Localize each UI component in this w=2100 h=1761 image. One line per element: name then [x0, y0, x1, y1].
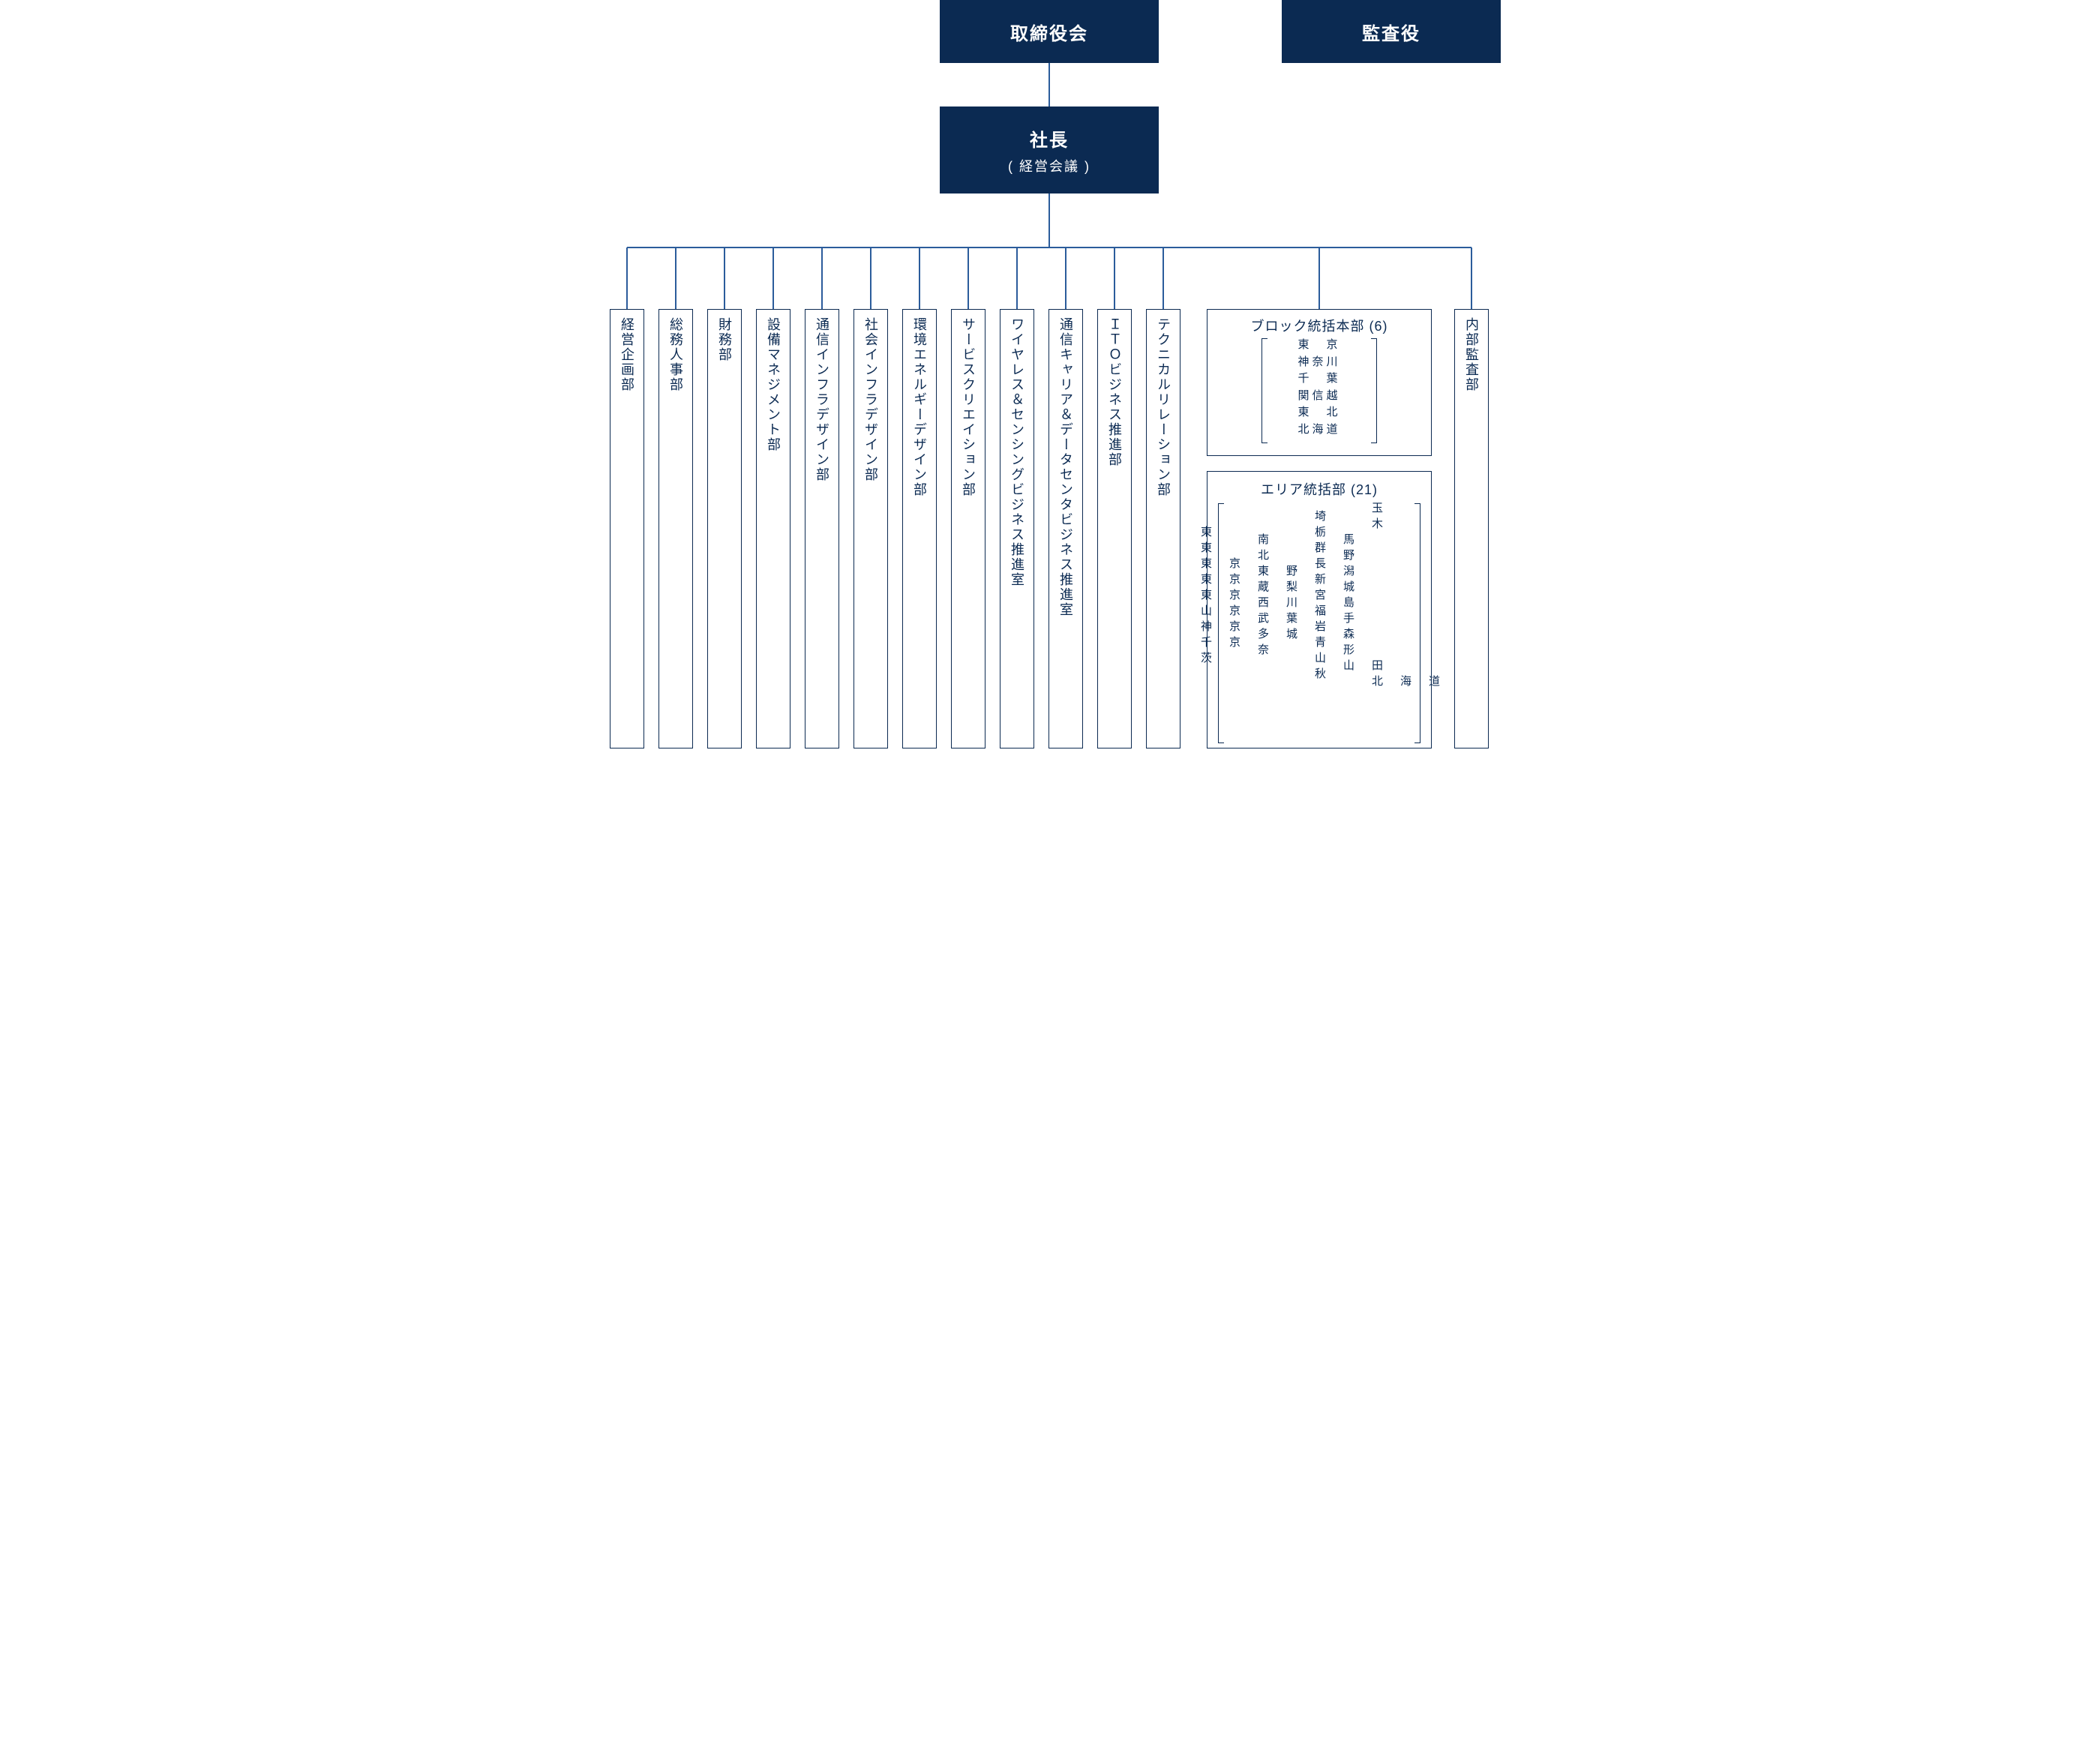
node-department: 通信キャリア＆データセンタビジネス推進室 — [1048, 309, 1083, 748]
department-label: 財務部 — [715, 310, 734, 362]
area-column: 道 — [1424, 502, 1442, 691]
node-label: 取締役会 — [1010, 19, 1088, 45]
node-department: 設備マネジメント部 — [756, 309, 790, 748]
node-department: 財務部 — [707, 309, 742, 748]
department-label: 総務人事部 — [666, 310, 686, 392]
area-column: 南北東蔵西武多奈 — [1253, 502, 1271, 691]
node-department: テクニカルリレーション部 — [1146, 309, 1180, 748]
bracket-left-icon — [1218, 503, 1224, 743]
department-label: テクニカルリレーション部 — [1154, 310, 1173, 497]
bracket-right-icon — [1414, 503, 1420, 743]
node-department: ＩＴＯビジネス推進部 — [1097, 309, 1132, 748]
node-department: 社会インフラデザイン部 — [854, 309, 888, 748]
department-label: 経営企画部 — [617, 310, 637, 392]
department-label: 通信キャリア＆データセンタビジネス推進室 — [1056, 310, 1076, 617]
node-department: 経営企画部 — [610, 309, 644, 748]
org-chart-canvas: 取締役会 監査役 社長 ( 経営会議 ) 経営企画部 総務人事部 財務部 設備マネジメ… — [599, 0, 1501, 756]
node-department: ワイヤレス＆センシングビジネス推進室 — [1000, 309, 1034, 748]
node-department: 総務人事部 — [658, 309, 693, 748]
node-auditor: 監査役 — [1282, 0, 1501, 63]
block-hq-regions: 東 京神奈川千 葉関信越東 北北海道 — [1298, 337, 1340, 438]
area-column: 東東東東東山神千茨 — [1196, 502, 1214, 691]
node-president: 社長 ( 経営会議 ) — [940, 106, 1159, 194]
department-label: 通信インフラデザイン部 — [812, 310, 832, 482]
department-label: 環境エネルギーデザイン部 — [910, 310, 929, 497]
department-label: 社会インフラデザイン部 — [861, 310, 880, 482]
department-label: ＩＴＯビジネス推進部 — [1105, 310, 1124, 467]
node-department: 環境エネルギーデザイン部 — [902, 309, 937, 748]
area-column: 海 — [1396, 502, 1414, 691]
area-column: 京京京京京京 — [1225, 502, 1243, 691]
area-column: 埼栃群長新宮福岩青山秋 — [1310, 502, 1328, 691]
node-sublabel: ( 経営会議 ) — [1008, 156, 1090, 176]
area-column: 玉木 田北 — [1367, 502, 1385, 691]
node-label: 監査役 — [1362, 19, 1420, 45]
bracket-right-icon — [1371, 338, 1377, 443]
node-label: 社長 — [1030, 125, 1069, 152]
node-board-of-directors: 取締役会 — [940, 0, 1159, 63]
node-department: サービスクリエイション部 — [951, 309, 986, 748]
area-column: 馬野潟城島手森形山 — [1339, 502, 1357, 691]
node-area-headquarters: エリア統括部 (21) 東東東東東山神千茨 京京京京京京南北東蔵西武多奈 野梨川… — [1207, 471, 1432, 748]
node-department: 内部監査部 — [1454, 309, 1489, 748]
node-block-headquarters: ブロック統括本部 (6) 東 京神奈川千 葉関信越東 北北海道 — [1207, 309, 1432, 456]
department-label: 設備マネジメント部 — [764, 310, 783, 452]
department-label: サービスクリエイション部 — [958, 310, 978, 497]
node-department: 通信インフラデザイン部 — [805, 309, 839, 748]
area-hq-columns: 東東東東東山神千茨 京京京京京京南北東蔵西武多奈 野梨川葉城埼栃群長新宮福岩青山… — [1208, 502, 1431, 691]
department-label: ワイヤレス＆センシングビジネス推進室 — [1007, 310, 1027, 587]
bracket-left-icon — [1262, 338, 1268, 443]
area-column: 野梨川葉城 — [1282, 502, 1300, 691]
department-label: 内部監査部 — [1462, 310, 1481, 392]
area-hq-title: エリア統括部 (21) — [1261, 479, 1378, 499]
block-hq-title: ブロック統括本部 (6) — [1251, 316, 1388, 335]
